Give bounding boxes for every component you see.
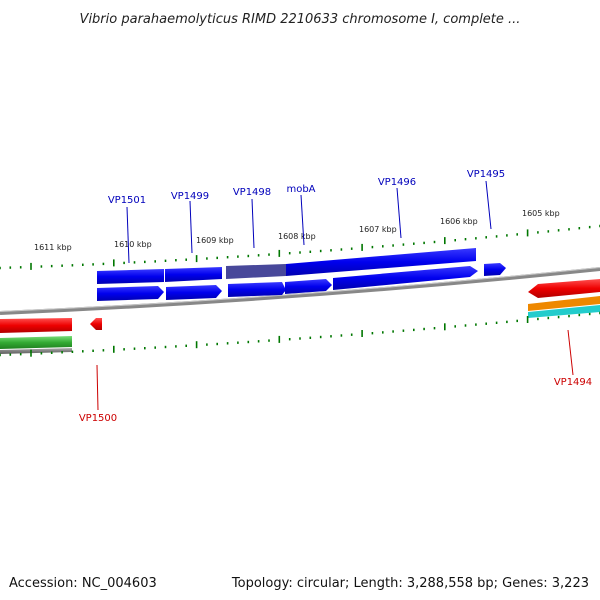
gene-left-green[interactable] xyxy=(0,336,72,349)
tick-label: 1611 kbp xyxy=(34,243,72,252)
forward-gene-track xyxy=(97,248,506,301)
gene-VP1498-shaded[interactable] xyxy=(226,264,286,279)
tick-label: 1609 kbp xyxy=(196,236,234,245)
tick-label: 1606 kbp xyxy=(440,217,478,226)
gene-left-red[interactable] xyxy=(0,318,72,333)
chromosome-backbone xyxy=(0,267,600,315)
gene-VP1495[interactable] xyxy=(484,263,506,276)
gene-VP1499-lower[interactable] xyxy=(166,285,222,300)
gene-label-VP1501[interactable]: VP1501 xyxy=(108,195,146,206)
gene-mobA-upper[interactable] xyxy=(286,248,476,276)
gene-VP1494-orange[interactable] xyxy=(528,296,600,311)
chromosome-backbone-highlight xyxy=(0,267,600,312)
gene-VP1499-upper[interactable] xyxy=(165,267,222,282)
reverse-gene-track xyxy=(0,279,600,354)
gene-label-VP1494[interactable]: VP1494 xyxy=(554,377,592,388)
gene-VP1500[interactable] xyxy=(90,318,102,330)
gene-leader-lines xyxy=(96,180,574,411)
gene-label-VP1499[interactable]: VP1499 xyxy=(171,191,209,202)
map-title: Vibrio parahaemolyticus RIMD 2210633 chr… xyxy=(80,12,521,27)
gene-label-VP1495[interactable]: VP1495 xyxy=(467,169,505,180)
accession-label: Accession: NC_004603 xyxy=(9,576,157,591)
tick-label: 1608 kbp xyxy=(278,232,316,241)
tick-label: 1605 kbp xyxy=(522,209,560,218)
gene-VP1501-upper[interactable] xyxy=(97,269,164,284)
gene-label-VP1498[interactable]: VP1498 xyxy=(233,187,271,198)
gene-VP1496[interactable] xyxy=(333,266,478,290)
tick-label: 1607 kbp xyxy=(359,225,397,234)
scale-rulers xyxy=(0,224,600,357)
gene-mobA-lower[interactable] xyxy=(285,279,332,294)
gene-label-mobA[interactable]: mobA xyxy=(286,184,315,195)
tick-label: 1610 kbp xyxy=(114,240,152,249)
gene-VP1498-lower[interactable] xyxy=(228,282,286,297)
gene-VP1494-cyan[interactable] xyxy=(528,305,600,318)
gene-left-grey[interactable] xyxy=(0,348,72,354)
gene-label-VP1496[interactable]: VP1496 xyxy=(378,177,416,188)
gene-VP1501-lower[interactable] xyxy=(97,286,164,301)
gene-label-VP1500[interactable]: VP1500 xyxy=(79,413,117,424)
genome-summary: Topology: circular; Length: 3,288,558 bp… xyxy=(231,576,589,591)
gene-VP1494-red[interactable] xyxy=(528,279,600,298)
